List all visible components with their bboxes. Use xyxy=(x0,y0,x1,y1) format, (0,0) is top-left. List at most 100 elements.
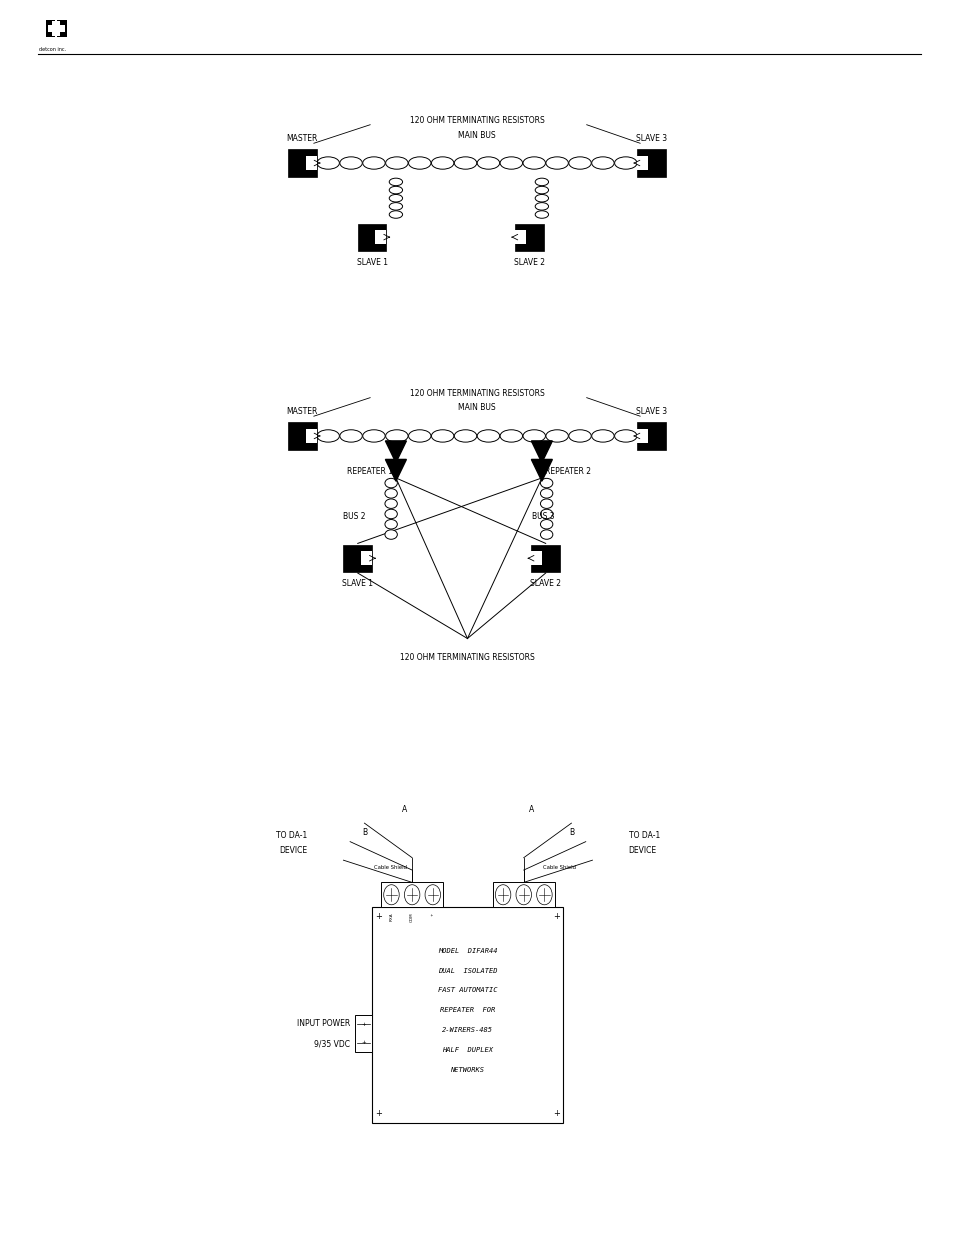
Bar xyxy=(288,149,316,177)
Text: detcon inc.: detcon inc. xyxy=(39,47,66,52)
Ellipse shape xyxy=(384,509,396,519)
Text: SLAVE 1: SLAVE 1 xyxy=(342,579,373,588)
Bar xyxy=(306,156,316,170)
Text: COM: COM xyxy=(410,911,414,921)
Circle shape xyxy=(516,884,531,905)
Ellipse shape xyxy=(384,478,396,488)
Text: B: B xyxy=(361,827,367,837)
Ellipse shape xyxy=(614,430,637,442)
Text: FAST AUTOMATIC: FAST AUTOMATIC xyxy=(437,988,497,993)
Polygon shape xyxy=(531,459,552,482)
Ellipse shape xyxy=(454,157,476,169)
Text: +: + xyxy=(361,1021,365,1028)
Text: REPEATER 2: REPEATER 2 xyxy=(544,467,590,475)
Ellipse shape xyxy=(499,157,522,169)
Ellipse shape xyxy=(385,430,408,442)
Ellipse shape xyxy=(389,186,402,194)
Text: 120 OHM TERMINATING RESISTORS: 120 OHM TERMINATING RESISTORS xyxy=(409,389,544,398)
Ellipse shape xyxy=(384,489,396,498)
Text: MODEL  DIFAR44: MODEL DIFAR44 xyxy=(437,948,497,953)
Text: SLAVE 2: SLAVE 2 xyxy=(530,579,560,588)
Polygon shape xyxy=(531,441,552,463)
Text: +: + xyxy=(375,1109,382,1118)
Ellipse shape xyxy=(539,520,553,529)
Ellipse shape xyxy=(535,178,548,185)
Ellipse shape xyxy=(535,203,548,210)
Ellipse shape xyxy=(339,430,362,442)
Circle shape xyxy=(425,884,440,905)
Polygon shape xyxy=(385,459,406,482)
Circle shape xyxy=(383,884,398,905)
Bar xyxy=(288,422,316,450)
Ellipse shape xyxy=(431,157,454,169)
Text: MASTER: MASTER xyxy=(287,408,317,416)
Bar xyxy=(637,429,647,443)
Text: 120 OHM TERMINATING RESISTORS: 120 OHM TERMINATING RESISTORS xyxy=(399,653,535,662)
Bar xyxy=(343,545,372,572)
Text: SLAVE 3: SLAVE 3 xyxy=(636,408,666,416)
Bar xyxy=(375,230,386,245)
Ellipse shape xyxy=(389,211,402,219)
Text: DEVICE: DEVICE xyxy=(628,846,656,855)
Text: NETWORKS: NETWORKS xyxy=(450,1067,484,1072)
Text: TO DA-1: TO DA-1 xyxy=(275,831,307,840)
Ellipse shape xyxy=(476,157,499,169)
Text: REPEATER  FOR: REPEATER FOR xyxy=(439,1008,495,1013)
Text: Cable Shield: Cable Shield xyxy=(542,864,576,871)
Text: ■■: ■■ xyxy=(47,23,62,33)
Text: RXA: RXA xyxy=(389,911,393,920)
Text: SLAVE 2: SLAVE 2 xyxy=(514,258,544,267)
Text: 9/35 VDC: 9/35 VDC xyxy=(314,1039,350,1049)
Text: +: + xyxy=(431,911,435,915)
Text: BUS 3: BUS 3 xyxy=(532,511,555,521)
Ellipse shape xyxy=(339,157,362,169)
Ellipse shape xyxy=(522,157,545,169)
Ellipse shape xyxy=(408,430,431,442)
Ellipse shape xyxy=(385,157,408,169)
Text: SLAVE 1: SLAVE 1 xyxy=(356,258,387,267)
Ellipse shape xyxy=(499,430,522,442)
Text: +: + xyxy=(552,1109,559,1118)
Ellipse shape xyxy=(535,194,548,203)
Text: INPUT POWER: INPUT POWER xyxy=(296,1019,350,1029)
Circle shape xyxy=(537,884,552,905)
Ellipse shape xyxy=(362,157,385,169)
Bar xyxy=(372,908,562,1124)
Bar xyxy=(57,20,67,37)
Bar xyxy=(492,882,555,908)
Ellipse shape xyxy=(389,178,402,185)
Ellipse shape xyxy=(568,430,591,442)
Ellipse shape xyxy=(384,520,396,529)
Bar xyxy=(52,21,60,36)
Ellipse shape xyxy=(316,430,339,442)
Bar xyxy=(380,882,442,908)
Text: DUAL  ISOLATED: DUAL ISOLATED xyxy=(437,968,497,973)
Bar xyxy=(637,149,665,177)
Ellipse shape xyxy=(591,157,614,169)
Ellipse shape xyxy=(545,157,568,169)
Ellipse shape xyxy=(539,499,553,509)
Bar xyxy=(48,25,65,32)
Bar xyxy=(306,429,316,443)
Polygon shape xyxy=(385,441,406,463)
Ellipse shape xyxy=(362,430,385,442)
Text: MASTER: MASTER xyxy=(287,135,317,143)
Text: A: A xyxy=(528,805,534,815)
Ellipse shape xyxy=(389,194,402,203)
Bar xyxy=(637,156,647,170)
Ellipse shape xyxy=(389,203,402,210)
Text: REPEATER 1: REPEATER 1 xyxy=(347,467,393,475)
Text: HALF  DUPLEX: HALF DUPLEX xyxy=(441,1047,493,1052)
Text: +: + xyxy=(375,913,382,921)
Ellipse shape xyxy=(384,530,396,540)
Text: B: B xyxy=(568,827,574,837)
Ellipse shape xyxy=(539,530,553,540)
Text: 2-WIRERS-485: 2-WIRERS-485 xyxy=(441,1028,493,1032)
Text: +: + xyxy=(361,1040,365,1046)
Text: Cable Shield: Cable Shield xyxy=(374,864,407,871)
Bar xyxy=(357,224,386,251)
Ellipse shape xyxy=(431,430,454,442)
Text: DEVICE: DEVICE xyxy=(279,846,307,855)
Ellipse shape xyxy=(539,489,553,498)
Ellipse shape xyxy=(384,499,396,509)
